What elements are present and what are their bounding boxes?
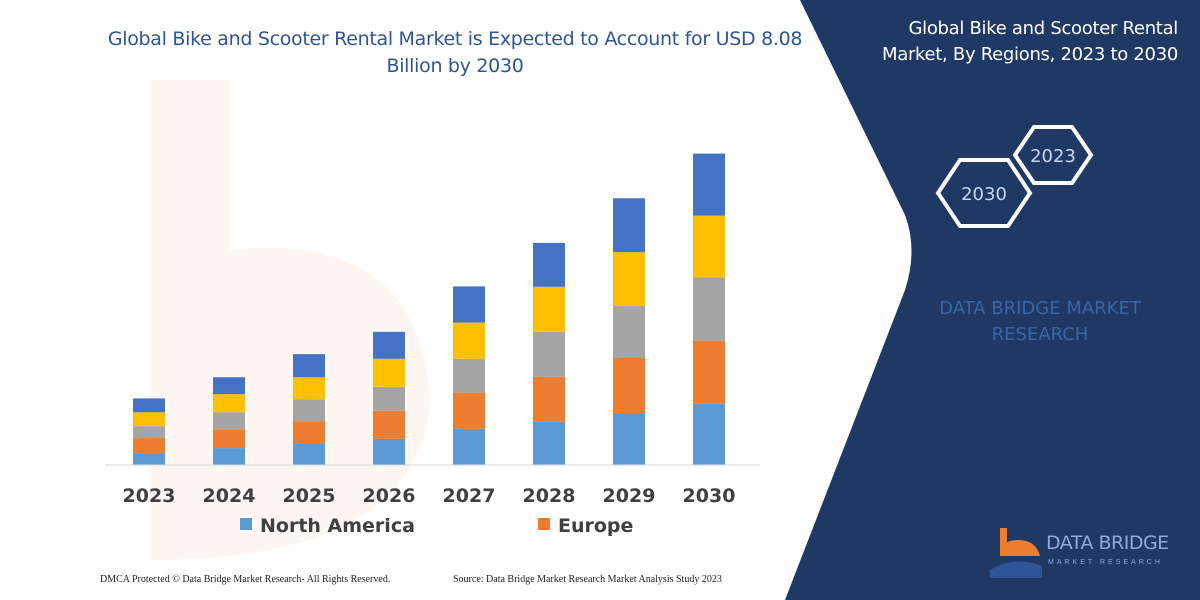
bar-segment-2030-series-4 [693, 215, 725, 278]
bar-segment-2023-europe [133, 438, 165, 454]
bar-segment-2025-series-3 [293, 399, 325, 422]
legend: North America Europe [240, 515, 633, 537]
bar-segment-2029-series-5 [613, 198, 645, 253]
x-tick-label: 2028 [523, 485, 576, 507]
bar-segment-2029-series-4 [613, 252, 645, 307]
bar-segment-2027-north-america [453, 428, 485, 465]
right-panel [785, 0, 1200, 600]
hexagon-2030 [935, 158, 1033, 228]
footer-source: Source: Data Bridge Market Research Mark… [453, 574, 722, 585]
x-tick-label: 2024 [203, 485, 256, 507]
bar-segment-2028-series-4 [533, 286, 565, 332]
bar-segment-2027-europe [453, 392, 485, 429]
bar-segment-2026-series-3 [373, 386, 405, 411]
bar-segment-2029-europe [613, 357, 645, 414]
x-tick-label: 2026 [363, 485, 416, 507]
bar-segment-2028-series-3 [533, 331, 565, 377]
bar-segment-2024-north-america [213, 448, 245, 465]
bar-segment-2026-europe [373, 410, 405, 439]
bar-segment-2024-series-5 [213, 377, 245, 395]
bar-segment-2030-europe [693, 340, 725, 404]
bar-segment-2030-series-3 [693, 277, 725, 341]
x-tick-label: 2029 [603, 485, 656, 507]
bar-segment-2030-north-america [693, 403, 725, 465]
legend-swatch [538, 518, 550, 530]
bar-segment-2023-series-3 [133, 426, 165, 439]
bar-segment-2023-series-4 [133, 412, 165, 427]
bar-segment-2026-series-4 [373, 358, 405, 387]
bar-segment-2023-series-5 [133, 398, 165, 413]
bar-segment-2025-europe [293, 421, 325, 444]
bar-segment-2029-series-3 [613, 306, 645, 358]
x-tick-label: 2027 [443, 485, 496, 507]
x-tick-label: 2030 [683, 485, 736, 507]
bar-segment-2024-series-3 [213, 412, 245, 430]
bar-segment-2024-series-4 [213, 394, 245, 413]
bar-segment-2025-series-4 [293, 377, 325, 400]
bar-segment-2026-series-5 [373, 331, 405, 359]
legend-label: North America [260, 515, 415, 537]
bar-segment-2026-north-america [373, 438, 405, 465]
bar-segment-2030-series-5 [693, 153, 725, 216]
bar-segment-2028-series-5 [533, 242, 565, 287]
legend-label: Europe [558, 515, 633, 537]
chart-title: Global Bike and Scooter Rental Market is… [107, 28, 803, 77]
hex-2023-label: 2023 [1030, 146, 1076, 167]
x-tick-label: 2023 [123, 485, 176, 507]
x-tick-label: 2025 [283, 485, 336, 507]
panel-watermark: DATA BRIDGE MARKET RESEARCH [939, 298, 1141, 345]
legend-swatch [240, 518, 252, 530]
bar-segment-2028-north-america [533, 421, 565, 465]
bar-segment-2029-north-america [613, 413, 645, 465]
hexagon-2023 [1012, 125, 1094, 185]
bars [133, 153, 725, 465]
bar-segment-2027-series-3 [453, 358, 485, 393]
bar-segment-2028-europe [533, 376, 565, 422]
bar-segment-2023-north-america [133, 453, 165, 465]
logo-name: DATA BRIDGE [1046, 532, 1169, 554]
logo-sub: MARKET RESEARCH [1048, 559, 1163, 566]
bar-segment-2024-europe [213, 429, 245, 449]
footer-copyright: DMCA Protected © Data Bridge Market Rese… [100, 574, 391, 585]
bar-segment-2027-series-5 [453, 286, 485, 323]
logo-icon [990, 528, 1042, 578]
bar-segment-2027-series-4 [453, 322, 485, 359]
panel-title: Global Bike and Scooter Rental Market, B… [881, 18, 1178, 65]
hex-2030-label: 2030 [961, 184, 1007, 205]
bar-segment-2025-series-5 [293, 354, 325, 378]
x-axis-labels: 2023 2024 2025 2026 2027 2028 2029 2030 [123, 485, 736, 507]
bar-segment-2025-north-america [293, 443, 325, 465]
